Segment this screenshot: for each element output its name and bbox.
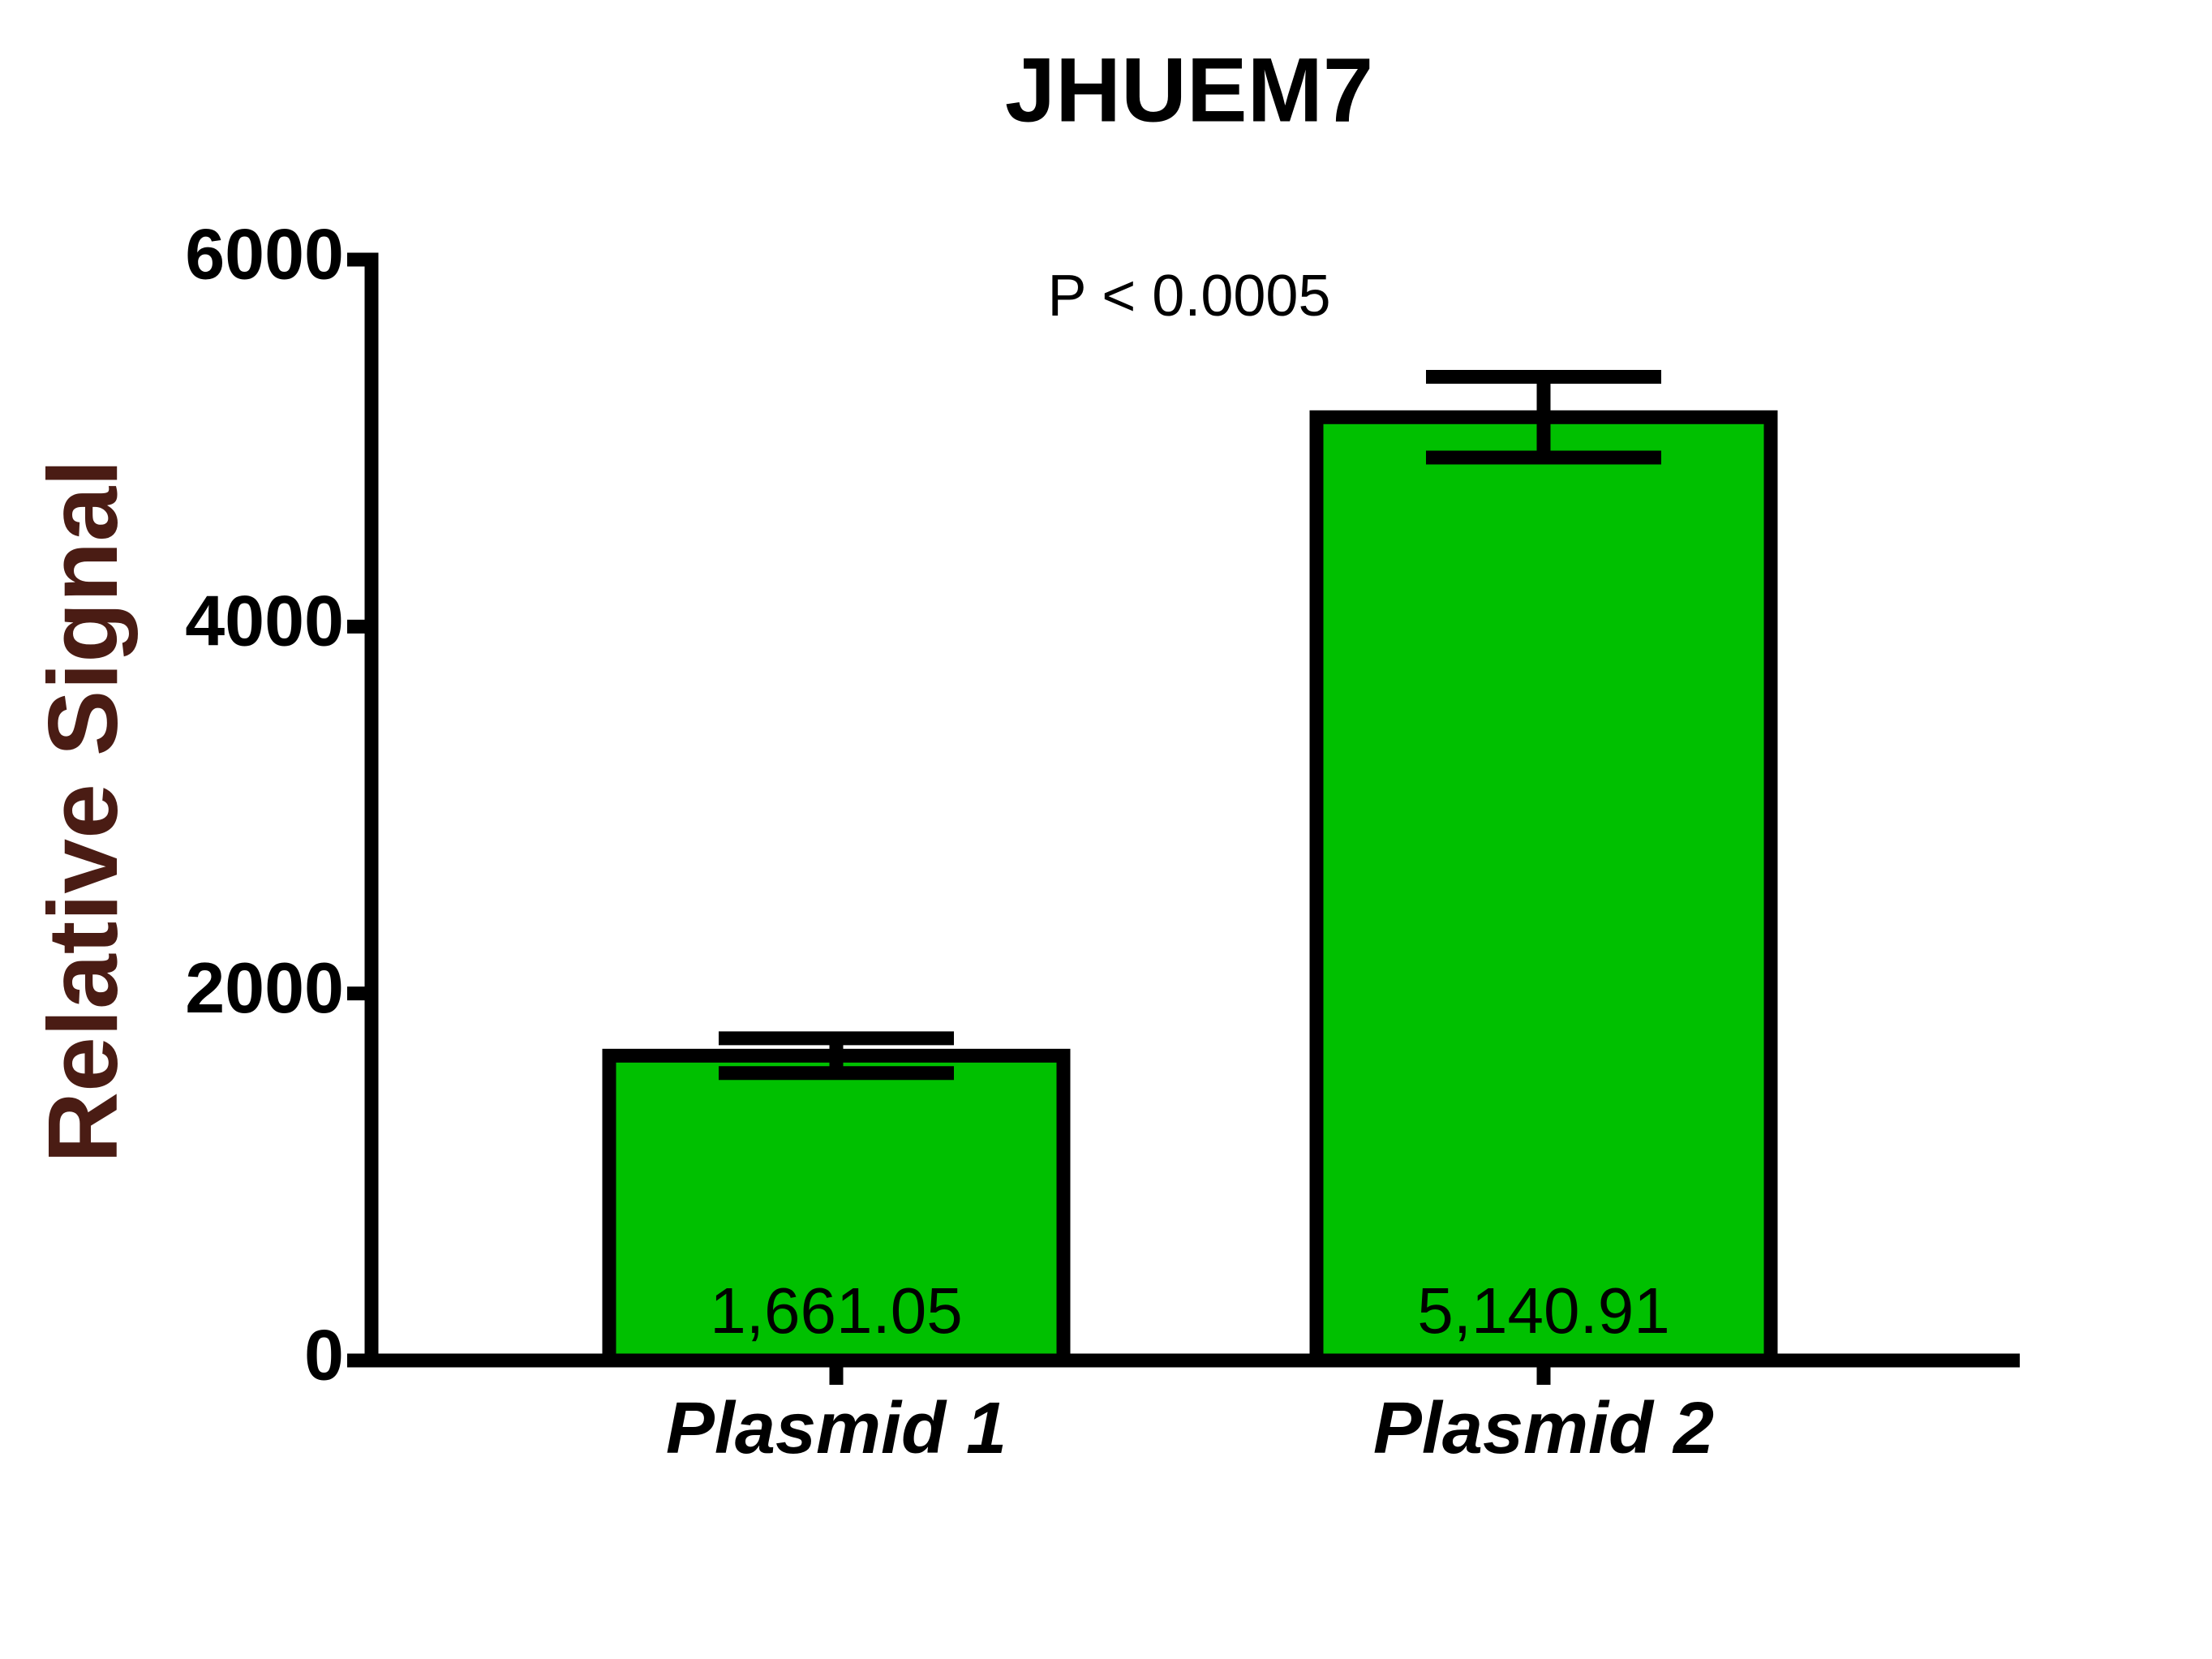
y-tick-label: 6000	[185, 213, 344, 294]
chart-title: JHUEM7	[1005, 40, 1373, 141]
x-tick-label: Plasmid 1	[666, 1388, 1007, 1469]
x-tick-label: Plasmid 2	[1373, 1388, 1714, 1469]
value-label: 1,661.05	[710, 1274, 962, 1347]
bar	[602, 1048, 1071, 1368]
y-tick-label: 4000	[185, 581, 344, 661]
y-tick-label: 2000	[185, 948, 344, 1028]
value-label: 5,140.91	[1417, 1274, 1669, 1347]
annotation: P < 0.0005	[1048, 264, 1331, 329]
y-tick-label: 0	[304, 1314, 344, 1395]
y-axis-label: Relative Signal	[28, 459, 138, 1163]
bar	[1309, 410, 1778, 1368]
